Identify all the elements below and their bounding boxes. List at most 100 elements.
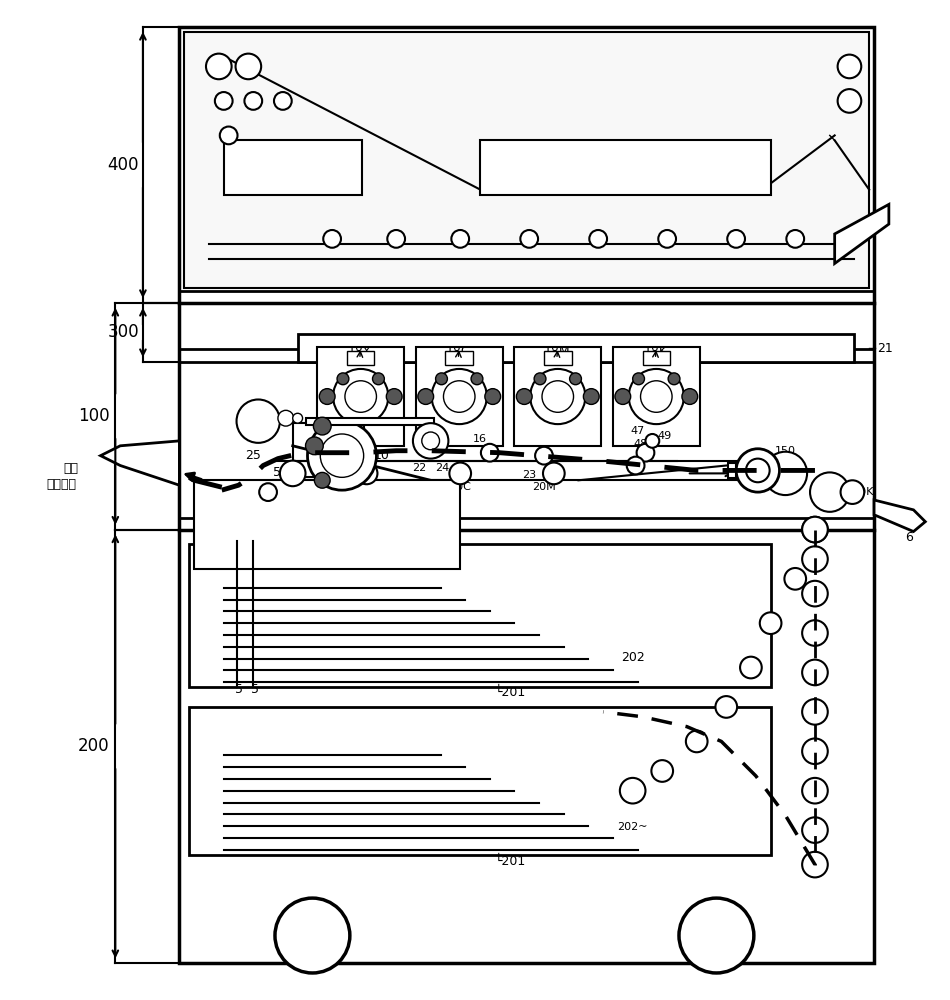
Circle shape bbox=[636, 444, 655, 462]
Text: 14: 14 bbox=[764, 482, 778, 492]
Circle shape bbox=[760, 612, 782, 634]
Circle shape bbox=[372, 373, 385, 385]
Text: 22: 22 bbox=[411, 463, 426, 473]
Circle shape bbox=[449, 463, 471, 484]
Circle shape bbox=[802, 581, 827, 606]
Circle shape bbox=[640, 381, 672, 412]
Bar bbox=[729, 463, 736, 478]
Circle shape bbox=[219, 127, 238, 144]
Text: 5: 5 bbox=[235, 683, 242, 696]
Text: 20C: 20C bbox=[449, 482, 471, 492]
Circle shape bbox=[633, 373, 644, 385]
Circle shape bbox=[323, 230, 341, 248]
Circle shape bbox=[746, 459, 770, 482]
Circle shape bbox=[764, 452, 808, 495]
Circle shape bbox=[627, 457, 644, 474]
Circle shape bbox=[308, 421, 376, 490]
Text: 23: 23 bbox=[522, 470, 536, 480]
Text: 片材: 片材 bbox=[64, 462, 79, 475]
Text: 202: 202 bbox=[620, 651, 644, 664]
Circle shape bbox=[413, 423, 448, 459]
Circle shape bbox=[686, 731, 708, 752]
Circle shape bbox=[275, 898, 350, 973]
Circle shape bbox=[652, 760, 673, 782]
Text: 49: 49 bbox=[657, 431, 672, 441]
Circle shape bbox=[236, 54, 261, 79]
Circle shape bbox=[583, 389, 599, 404]
Circle shape bbox=[589, 230, 607, 248]
Bar bbox=[306, 418, 433, 425]
Circle shape bbox=[471, 373, 483, 385]
Circle shape bbox=[629, 369, 684, 424]
Bar bbox=[613, 347, 699, 446]
Bar bbox=[194, 480, 460, 569]
Circle shape bbox=[280, 461, 306, 486]
Text: 24: 24 bbox=[435, 463, 449, 473]
Circle shape bbox=[293, 413, 302, 423]
Circle shape bbox=[658, 230, 676, 248]
Bar bbox=[189, 707, 770, 855]
Circle shape bbox=[521, 230, 538, 248]
Circle shape bbox=[542, 381, 574, 412]
Circle shape bbox=[728, 230, 745, 248]
Circle shape bbox=[388, 230, 405, 248]
Text: 18M: 18M bbox=[543, 345, 570, 358]
Circle shape bbox=[387, 389, 402, 404]
Circle shape bbox=[740, 657, 762, 678]
Text: 20Y: 20Y bbox=[356, 482, 377, 492]
Polygon shape bbox=[835, 204, 889, 264]
Text: 100: 100 bbox=[78, 407, 109, 425]
Circle shape bbox=[337, 373, 349, 385]
Circle shape bbox=[736, 449, 780, 492]
Bar bbox=[544, 351, 572, 365]
Bar bbox=[317, 347, 404, 446]
Text: 48: 48 bbox=[634, 439, 648, 449]
Bar bbox=[514, 347, 601, 446]
Circle shape bbox=[355, 463, 377, 484]
Text: 18Y: 18Y bbox=[348, 345, 371, 358]
Circle shape bbox=[333, 369, 389, 424]
Bar bbox=[184, 32, 869, 288]
Circle shape bbox=[444, 381, 475, 412]
Circle shape bbox=[802, 778, 827, 803]
Circle shape bbox=[645, 434, 659, 448]
Circle shape bbox=[206, 54, 232, 79]
Circle shape bbox=[244, 92, 262, 110]
Bar bbox=[297, 334, 854, 362]
Text: 150: 150 bbox=[775, 446, 796, 456]
Circle shape bbox=[802, 738, 827, 764]
Polygon shape bbox=[874, 500, 925, 532]
Circle shape bbox=[841, 480, 864, 504]
Text: └201: └201 bbox=[495, 855, 526, 868]
Circle shape bbox=[802, 620, 827, 646]
Circle shape bbox=[530, 369, 585, 424]
Circle shape bbox=[802, 699, 827, 725]
Circle shape bbox=[802, 517, 827, 542]
Text: 300: 300 bbox=[107, 323, 139, 341]
Circle shape bbox=[838, 55, 862, 78]
Text: 47: 47 bbox=[631, 426, 645, 436]
Bar bbox=[480, 140, 770, 195]
Circle shape bbox=[314, 417, 332, 435]
Text: 21: 21 bbox=[877, 342, 893, 355]
Circle shape bbox=[517, 389, 532, 404]
Text: 7: 7 bbox=[122, 446, 129, 459]
Bar bbox=[642, 351, 670, 365]
Bar bbox=[446, 351, 473, 365]
Text: 20M: 20M bbox=[532, 482, 556, 492]
Text: 400: 400 bbox=[107, 156, 139, 174]
Circle shape bbox=[785, 568, 807, 590]
Circle shape bbox=[802, 660, 827, 685]
Text: 200: 200 bbox=[78, 737, 109, 755]
Bar bbox=[180, 27, 874, 963]
Circle shape bbox=[715, 696, 737, 718]
Text: └201: └201 bbox=[495, 686, 526, 699]
Circle shape bbox=[787, 230, 804, 248]
Circle shape bbox=[484, 389, 501, 404]
Circle shape bbox=[682, 389, 697, 404]
Text: 10: 10 bbox=[373, 449, 390, 462]
Circle shape bbox=[534, 373, 546, 385]
Text: 20K: 20K bbox=[852, 487, 874, 497]
Circle shape bbox=[535, 447, 553, 465]
Bar bbox=[293, 423, 364, 477]
